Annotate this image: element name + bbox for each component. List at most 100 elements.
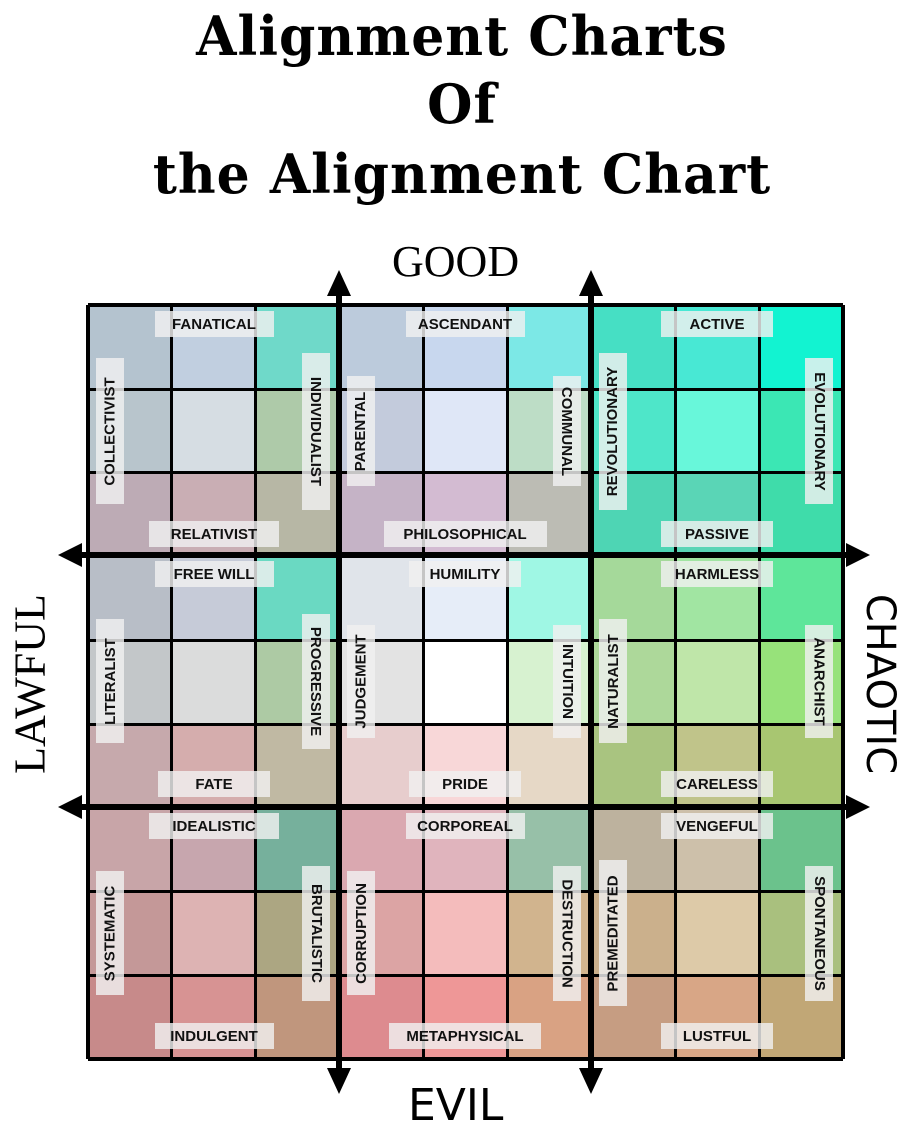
block-label-left: LITERALIST (96, 619, 124, 743)
block-label-top: IDEALISTIC (149, 813, 279, 839)
arrow-down-icon (579, 1068, 603, 1094)
block-label-left: CORRUPTION (347, 871, 375, 995)
axis-label-evil: EVIL (408, 1080, 504, 1131)
grid-cell (171, 640, 255, 724)
arrow-down-icon (327, 1068, 351, 1094)
block-label-text: INTUITION (558, 643, 576, 719)
grid-cell (171, 891, 255, 975)
block-label-right: SPONTANEOUS (805, 865, 833, 1001)
block-label-left: PARENTAL (347, 376, 375, 486)
title-line-2: Of (427, 72, 497, 137)
block-label-bottom: RELATIVIST (149, 521, 279, 547)
grid-line (841, 305, 845, 1059)
grid-cell (675, 640, 759, 724)
grid-line (88, 303, 843, 307)
block-label-text: COMMUNAL (558, 386, 576, 476)
block-label-text: PROGRESSIVE (307, 626, 325, 736)
arrow-up-icon (327, 270, 351, 296)
grid-cell (675, 389, 759, 472)
block-label-right: PROGRESSIVE (302, 613, 330, 749)
block-label-bottom: PASSIVE (661, 521, 773, 547)
block-label-text: SYSTEMATIC (101, 885, 119, 981)
grid-cell (423, 891, 507, 975)
grid-line (88, 889, 843, 893)
grid-line (86, 305, 90, 1059)
block-label-left: REVOLUTIONARY (599, 352, 627, 510)
block-label-left: SYSTEMATIC (96, 871, 124, 995)
block-label-bottom: LUSTFUL (661, 1023, 773, 1049)
arrow-right-icon (846, 543, 870, 567)
block-label-text: SPONTANEOUS (810, 875, 828, 991)
axis-label-lawful: LAWFUL (5, 594, 55, 774)
block-label-text: PREMEDITATED (604, 874, 622, 992)
block-label-text: EVOLUTIONARY (810, 371, 828, 491)
arrow-up-icon (579, 270, 603, 296)
block-label-right: DESTRUCTION (553, 865, 581, 1001)
block-label-right: ANARCHIST (805, 624, 833, 738)
grid-cell (507, 724, 591, 807)
block-label-top: ASCENDANT (405, 311, 525, 337)
block-label-right: EVOLUTIONARY (805, 358, 833, 504)
block-label-top: VENGEFUL (661, 813, 773, 839)
block-label-text: PARENTAL (352, 391, 370, 471)
grid-line (88, 387, 843, 391)
block-label-top: HARMLESS (661, 561, 773, 587)
grid-line (169, 305, 173, 1059)
grid-line (505, 305, 509, 1059)
block-label-top: FREE WILL (154, 561, 274, 587)
title-line-3: the Alignment Chart (152, 142, 772, 207)
block-label-left: COLLECTIVIST (96, 358, 124, 504)
axis-line-horizontal (74, 804, 858, 810)
block-label-text: JUDGEMENT (352, 633, 370, 729)
block-label-text: BRUTALISTIC (307, 883, 325, 983)
title-line-1: Alignment Charts (196, 4, 728, 69)
grid-line (88, 470, 843, 474)
arrow-right-icon (846, 795, 870, 819)
axis-line-vertical (588, 290, 594, 1076)
block-label-bottom: INDULGENT (154, 1023, 274, 1049)
grid-cell (423, 640, 507, 724)
grid-line (88, 638, 843, 642)
block-label-bottom: METAPHYSICAL (389, 1023, 541, 1049)
block-label-top: FANATICAL (154, 311, 274, 337)
block-label-left: PREMEDITATED (599, 860, 627, 1006)
block-label-text: DESTRUCTION (558, 878, 576, 988)
grid-line (421, 305, 425, 1059)
block-label-text: INDIVIDUALIST (307, 376, 325, 486)
block-label-left: JUDGEMENT (347, 624, 375, 738)
grid-cell (759, 724, 843, 807)
block-label-bottom: PRIDE (409, 771, 521, 797)
block-label-right: INTUITION (553, 624, 581, 738)
grid-line (673, 305, 677, 1059)
block-label-text: LITERALIST (101, 637, 119, 725)
block-label-bottom: PHILOSOPHICAL (383, 521, 547, 547)
grid-line (253, 305, 257, 1059)
block-label-text: REVOLUTIONARY (604, 366, 622, 496)
block-label-text: COLLECTIVIST (101, 376, 119, 486)
axis-label-good: GOOD (392, 237, 520, 286)
block-label-top: ACTIVE (661, 311, 773, 337)
block-label-bottom: CARELESS (661, 771, 773, 797)
block-label-left: NATURALIST (599, 619, 627, 743)
grid-cell (675, 891, 759, 975)
arrow-left-icon (58, 543, 82, 567)
grid-line (88, 1057, 843, 1061)
axis-label-chaotic: CHAOTIC (857, 593, 903, 775)
grid-line (88, 722, 843, 726)
grid-cell (171, 389, 255, 472)
grid-line (757, 305, 761, 1059)
axis-line-horizontal (74, 552, 858, 558)
block-label-right: INDIVIDUALIST (302, 352, 330, 510)
grid-line (88, 973, 843, 977)
block-label-text: CORRUPTION (352, 882, 370, 984)
block-label-right: COMMUNAL (553, 376, 581, 486)
block-label-top: HUMILITY (409, 561, 521, 587)
block-label-text: ANARCHIST (810, 636, 828, 726)
axis-line-vertical (336, 290, 342, 1076)
block-label-bottom: FATE (158, 771, 270, 797)
block-label-top: CORPOREAL (405, 813, 525, 839)
block-label-right: BRUTALISTIC (302, 865, 330, 1001)
block-label-text: NATURALIST (604, 633, 622, 729)
grid-cell (423, 389, 507, 472)
